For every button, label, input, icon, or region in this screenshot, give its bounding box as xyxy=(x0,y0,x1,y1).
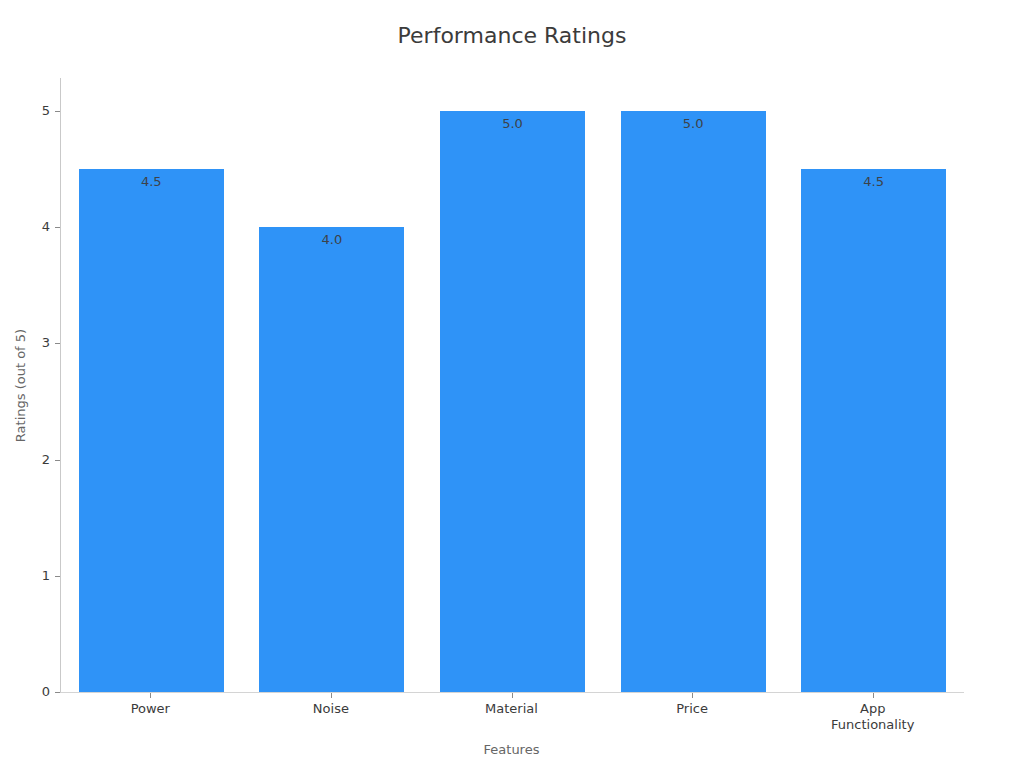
bar-value-label: 5.0 xyxy=(440,116,585,131)
bar xyxy=(801,169,946,692)
y-tick-mark xyxy=(55,227,60,228)
x-tick-label: Power xyxy=(60,701,241,717)
x-axis-label: Features xyxy=(60,742,963,757)
x-tick-label-line: App xyxy=(782,701,963,717)
y-axis-label: Ratings (out of 5) xyxy=(13,79,28,693)
bar xyxy=(440,111,585,692)
y-tick-mark xyxy=(55,460,60,461)
x-tick-label-line: Material xyxy=(421,701,602,717)
y-tick-mark xyxy=(55,111,60,112)
x-tick-label: Material xyxy=(421,701,602,717)
x-tick-label: Price xyxy=(602,701,783,717)
y-tick-label: 4 xyxy=(6,219,50,235)
bar-value-label: 5.0 xyxy=(621,116,766,131)
x-tick-label: Noise xyxy=(241,701,422,717)
bar-value-label: 4.0 xyxy=(259,232,404,247)
bar-chart: Performance Ratings Ratings (out of 5) 4… xyxy=(0,0,1024,768)
x-tick-mark xyxy=(512,693,513,698)
y-tick-mark xyxy=(55,576,60,577)
x-tick-label-line: Functionality xyxy=(782,717,963,733)
y-tick-label: 3 xyxy=(6,335,50,351)
bar xyxy=(79,169,224,692)
y-tick-mark xyxy=(55,692,60,693)
bar xyxy=(621,111,766,692)
x-tick-label: AppFunctionality xyxy=(782,701,963,733)
y-tick-label: 2 xyxy=(6,452,50,468)
x-tick-label-line: Power xyxy=(60,701,241,717)
y-tick-label: 1 xyxy=(6,568,50,584)
bar-value-label: 4.5 xyxy=(801,174,946,189)
bar xyxy=(259,227,404,692)
bar-value-label: 4.5 xyxy=(79,174,224,189)
x-tick-mark xyxy=(692,693,693,698)
x-tick-label-line: Price xyxy=(602,701,783,717)
y-tick-label: 5 xyxy=(6,103,50,119)
plot-area: 4.5 4.0 5.0 5.0 4.5 xyxy=(60,78,964,693)
x-tick-mark xyxy=(150,693,151,698)
y-tick-label: 0 xyxy=(6,684,50,700)
y-tick-mark xyxy=(55,343,60,344)
x-tick-label-line: Noise xyxy=(241,701,422,717)
x-tick-mark xyxy=(331,693,332,698)
chart-title: Performance Ratings xyxy=(0,23,1024,48)
x-tick-mark xyxy=(873,693,874,698)
